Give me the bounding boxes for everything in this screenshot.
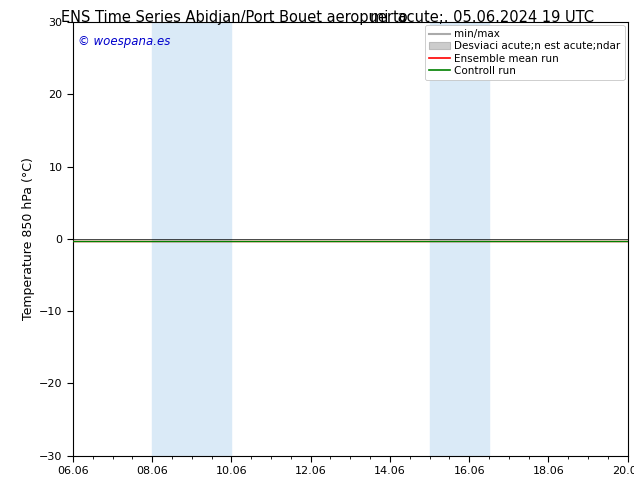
Text: mi  acute;. 05.06.2024 19 UTC: mi acute;. 05.06.2024 19 UTC: [370, 10, 594, 25]
Legend: min/max, Desviaci acute;n est acute;ndar, Ensemble mean run, Controll run: min/max, Desviaci acute;n est acute;ndar…: [425, 25, 624, 80]
Y-axis label: Temperature 850 hPa (°C): Temperature 850 hPa (°C): [22, 157, 35, 320]
Bar: [152, 22, 231, 456]
Text: ENS Time Series Abidjan/Port Bouet aeropuerto: ENS Time Series Abidjan/Port Bouet aerop…: [61, 10, 408, 25]
Text: © woespana.es: © woespana.es: [79, 35, 171, 48]
Bar: [429, 22, 489, 456]
